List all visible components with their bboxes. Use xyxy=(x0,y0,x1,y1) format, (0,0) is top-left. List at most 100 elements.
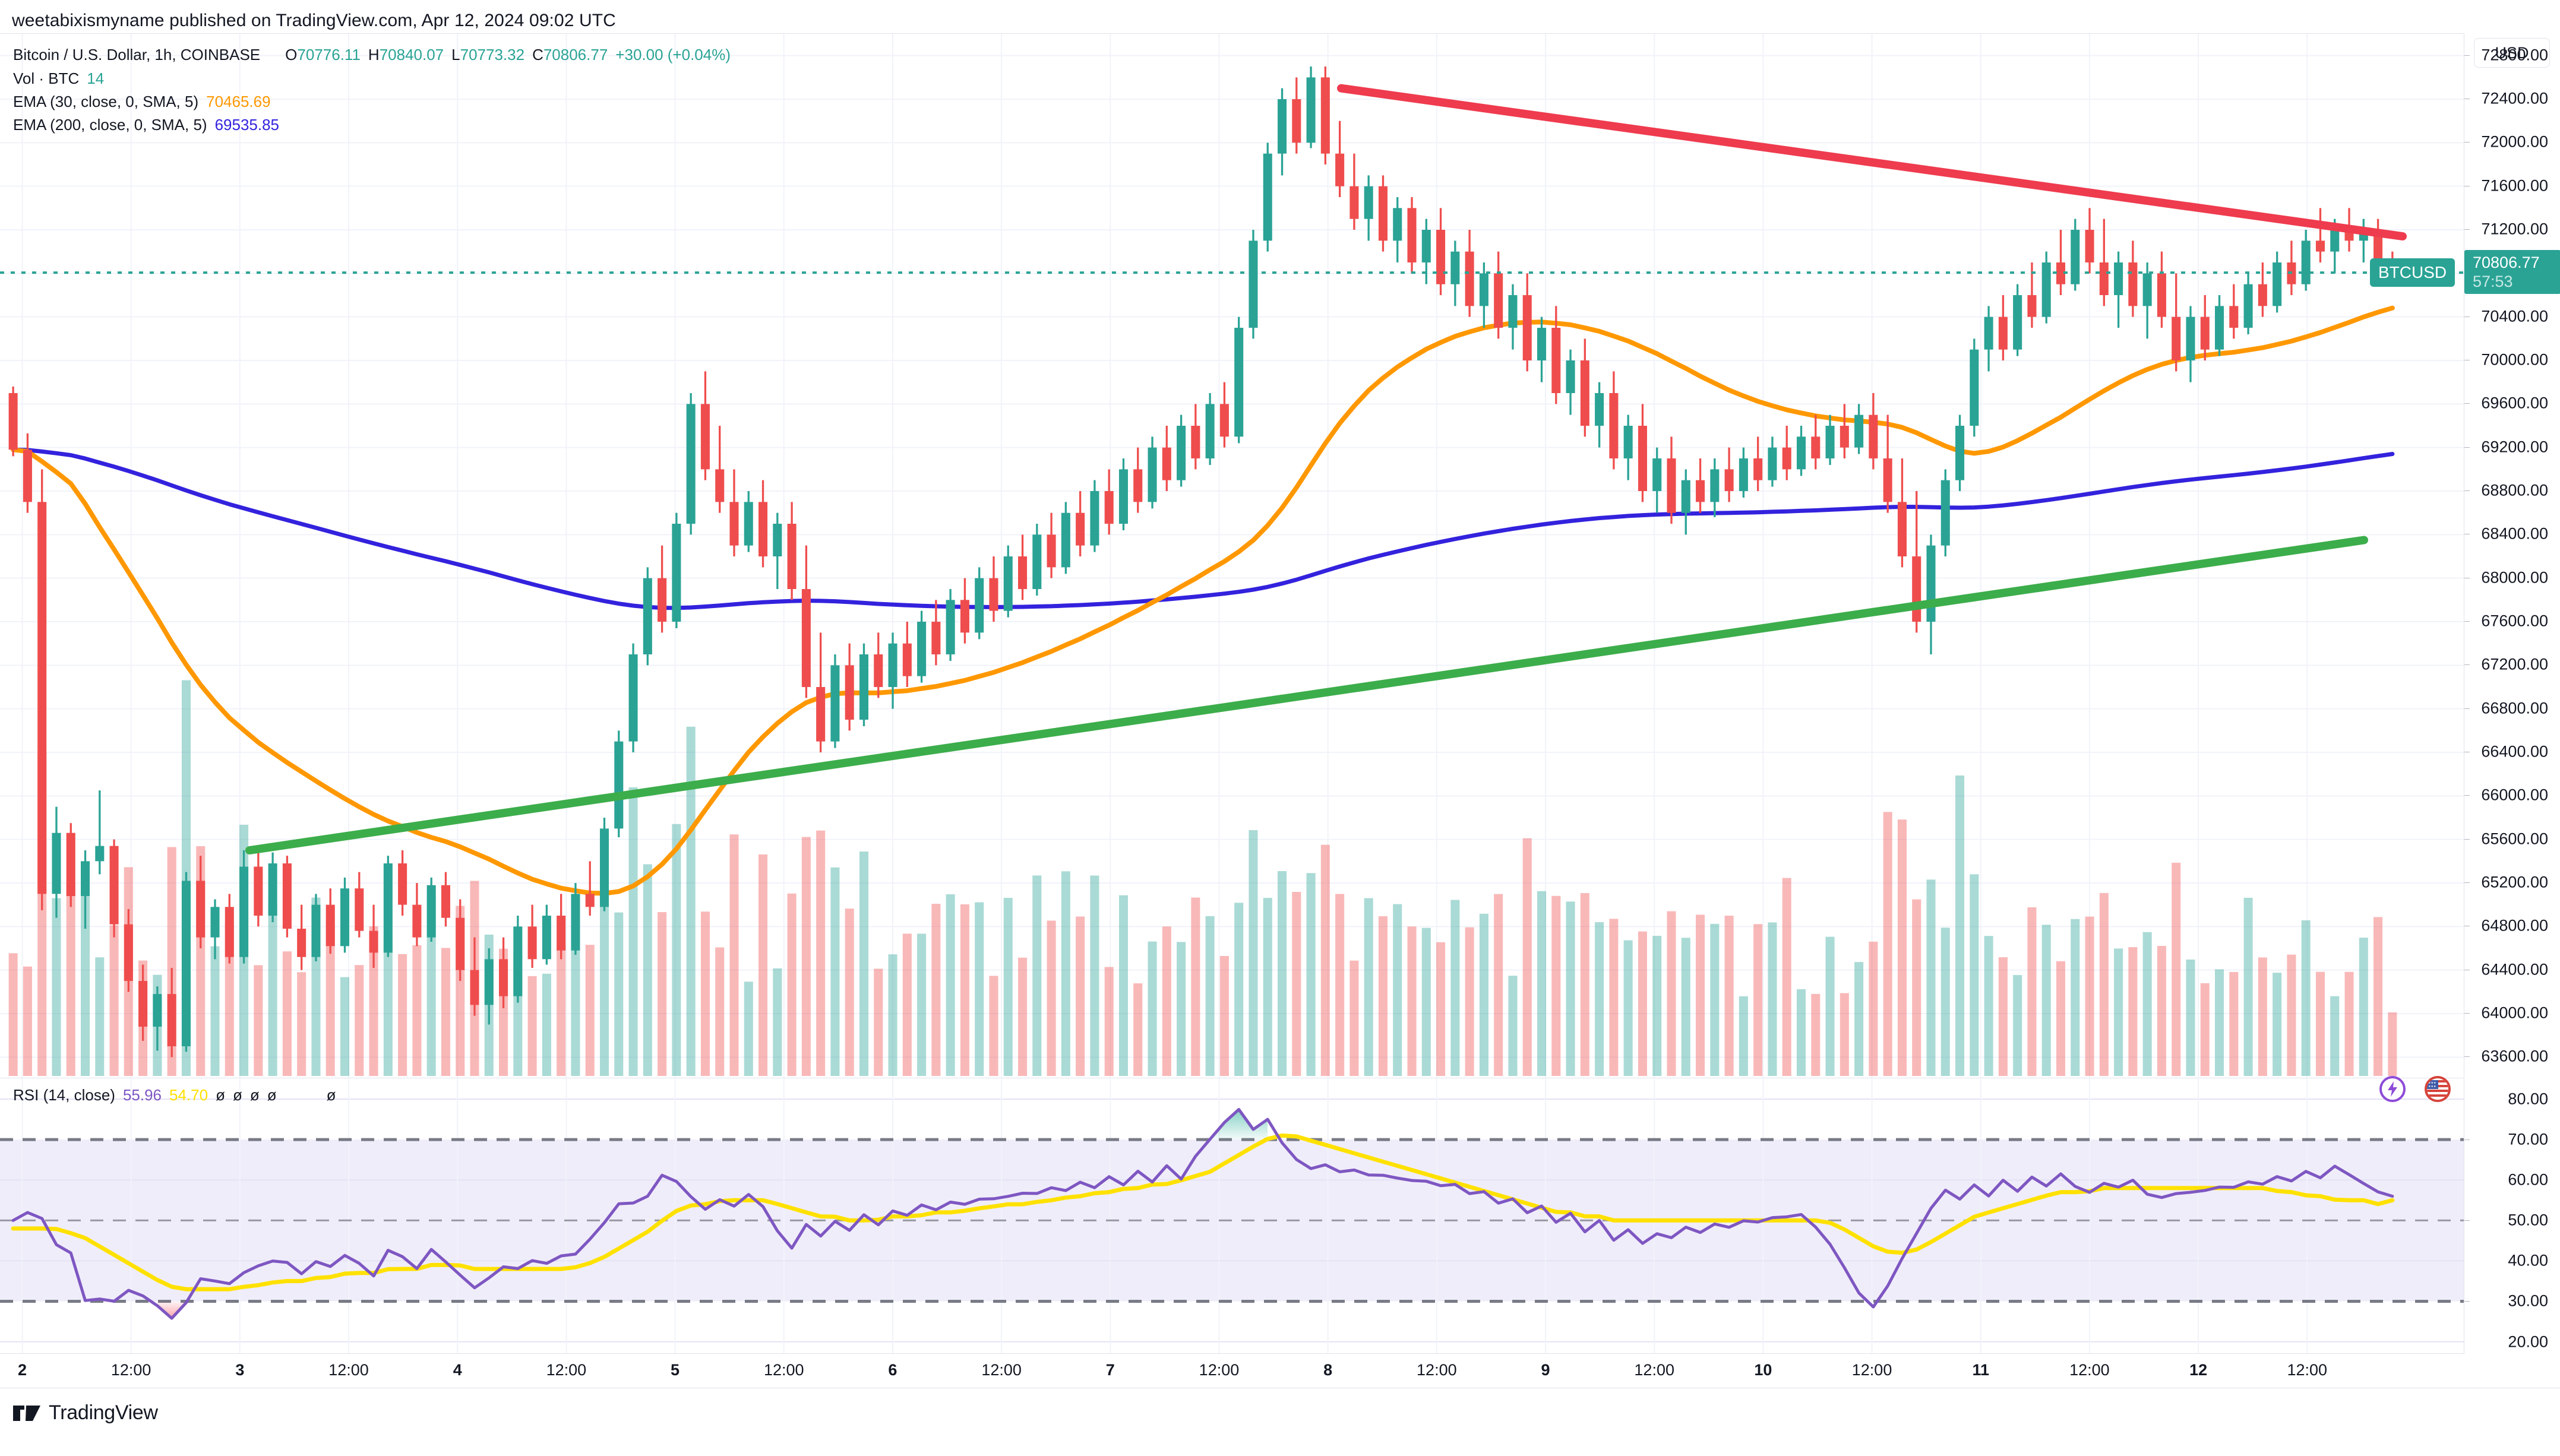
legend-open-value: 70776.11 xyxy=(297,46,361,64)
rsi-pane[interactable]: RSI (14, close) 55.96 54.70 ø ø ø ø ø xyxy=(0,1079,2464,1354)
time-axis-date-label: 4 xyxy=(453,1361,462,1379)
time-axis-date-label: 10 xyxy=(1754,1361,1772,1379)
legend-ema200-row: EMA (200, close, 0, SMA, 5) 69535.85 xyxy=(13,116,279,134)
currency-chip[interactable]: USD xyxy=(2474,38,2550,68)
tradingview-mark-icon xyxy=(13,1405,40,1421)
legend-volume-label: Vol · BTC xyxy=(13,69,80,87)
current-price-value: 70806.77 xyxy=(2473,254,2540,272)
time-axis-date-label: 6 xyxy=(888,1361,897,1379)
price-axis-tick xyxy=(2464,664,2470,666)
rsi-axis-label: 50.00 xyxy=(2508,1211,2548,1229)
legend-change-value: +30.00 (+0.04%) xyxy=(615,46,731,64)
time-axis-time-label: 12:00 xyxy=(328,1361,369,1379)
price-axis-label: 66000.00 xyxy=(2481,786,2548,804)
time-axis-date-label: 2 xyxy=(17,1361,27,1379)
price-axis-label: 72400.00 xyxy=(2481,89,2548,107)
legend-ema200-label: EMA (200, close, 0, SMA, 5) xyxy=(13,116,207,134)
time-axis-date-label: 7 xyxy=(1105,1361,1115,1379)
legend-rsi-label: RSI (14, close) xyxy=(13,1086,115,1104)
time-axis-time-label: 12:00 xyxy=(1851,1361,1892,1379)
price-axis-label: 64400.00 xyxy=(2481,960,2548,979)
time-axis-date-label: 11 xyxy=(1972,1361,1990,1379)
legend-low-label: L xyxy=(451,46,460,64)
time-axis-date-label: 12 xyxy=(2189,1361,2208,1379)
legend-rsi-na-1: ø xyxy=(216,1086,225,1104)
current-price-symbol-label: BTCUSD xyxy=(2378,263,2447,282)
price-axis-tick xyxy=(2464,621,2470,622)
rsi-chart-svg xyxy=(0,1079,2464,1353)
footer: TradingView xyxy=(0,1388,2560,1456)
time-axis-time-label: 12:00 xyxy=(1417,1361,1457,1379)
price-axis-tick xyxy=(2464,1013,2470,1014)
price-axis-label: 68000.00 xyxy=(2481,568,2548,587)
legend-volume-value: 14 xyxy=(87,69,105,87)
rsi-axis-label: 60.00 xyxy=(2508,1170,2548,1189)
price-axis-label: 72800.00 xyxy=(2481,46,2548,64)
legend-symbol-row: Bitcoin / U.S. Dollar, 1h, COINBASE O7077… xyxy=(13,46,731,64)
legend-open-label: O xyxy=(285,46,298,64)
lightning-bolt-icon[interactable] xyxy=(2379,1076,2406,1102)
time-axis-time-label: 12:00 xyxy=(1634,1361,1674,1379)
time-axis-date-label: 5 xyxy=(671,1361,680,1379)
price-axis-tick xyxy=(2464,447,2470,448)
price-pane[interactable]: Bitcoin / U.S. Dollar, 1h, COINBASE O7077… xyxy=(0,33,2464,1078)
time-axis-date-label: 9 xyxy=(1541,1361,1550,1379)
legend-symbol-title: Bitcoin / U.S. Dollar, 1h, COINBASE xyxy=(13,46,261,64)
price-axis-tick xyxy=(2464,1056,2470,1058)
time-axis-date-label: 8 xyxy=(1323,1361,1333,1379)
time-axis-time-label: 12:00 xyxy=(110,1361,151,1379)
legend-high-value: 70840.07 xyxy=(379,46,444,64)
price-axis-label: 70400.00 xyxy=(2481,307,2548,325)
price-axis-tick xyxy=(2464,229,2470,230)
price-axis-label: 63600.00 xyxy=(2481,1047,2548,1065)
publish-info: weetabixismyname published on TradingVie… xyxy=(12,11,616,30)
price-axis-label: 64800.00 xyxy=(2481,916,2548,935)
chart-frame: Bitcoin / U.S. Dollar, 1h, COINBASE O7077… xyxy=(0,33,2560,1424)
legend-high-label: H xyxy=(368,46,380,64)
price-axis-label: 68400.00 xyxy=(2481,524,2548,543)
time-axis-date-label: 3 xyxy=(235,1361,245,1379)
time-axis-time-label: 12:00 xyxy=(2287,1361,2328,1379)
legend-rsi-na-2: ø xyxy=(233,1086,242,1104)
price-axis-tick xyxy=(2464,142,2470,143)
svg-text:★★★: ★★★ xyxy=(2428,1085,2436,1088)
svg-text:★★★: ★★★ xyxy=(2428,1081,2436,1085)
rsi-axis-label: 80.00 xyxy=(2508,1090,2548,1108)
legend-ema200-value: 69535.85 xyxy=(214,116,280,134)
rsi-axis[interactable]: 80.00 70.00 60.00 50.00 40.00 30.00 20.00 xyxy=(2464,1079,2560,1354)
legend-rsi-value: 55.96 xyxy=(122,1086,162,1104)
price-axis-tick xyxy=(2464,316,2470,317)
rsi-axis-tick xyxy=(2464,1301,2470,1302)
rsi-axis-label: 20.00 xyxy=(2508,1332,2548,1351)
price-axis-label: 69200.00 xyxy=(2481,438,2548,456)
price-axis-tick xyxy=(2464,403,2470,404)
rsi-axis-label: 70.00 xyxy=(2508,1130,2548,1148)
rsi-axis-label: 40.00 xyxy=(2508,1251,2548,1270)
legend-ema30-value: 70465.69 xyxy=(206,93,271,110)
legend-low-value: 70773.32 xyxy=(460,46,525,64)
current-price-countdown: 57:53 xyxy=(2473,273,2513,291)
time-axis-time-label: 12:00 xyxy=(546,1361,587,1379)
us-flag-icon[interactable]: ★★★ ★★★ xyxy=(2425,1076,2451,1102)
current-price-symbol-chip: BTCUSD xyxy=(2370,258,2455,287)
legend-close-label: C xyxy=(532,46,543,64)
current-price-badge: 70806.77 57:53 xyxy=(2464,250,2560,295)
price-axis-label: 69600.00 xyxy=(2481,394,2548,412)
time-axis[interactable]: 2 12:00 3 12:00 4 12:00 5 12:00 6 12:00 7 12:00 8 12:… xyxy=(0,1354,2560,1388)
time-axis-time-label: 12:00 xyxy=(2069,1361,2110,1379)
price-axis-tick xyxy=(2464,708,2470,709)
price-axis-tick xyxy=(2464,55,2470,56)
price-axis-tick xyxy=(2464,882,2470,883)
legend-ema30-row: EMA (30, close, 0, SMA, 5) 70465.69 xyxy=(13,93,271,111)
price-axis-label: 68800.00 xyxy=(2481,481,2548,499)
price-axis-tick xyxy=(2464,490,2470,491)
tradingview-logo[interactable]: TradingView xyxy=(13,1401,158,1425)
price-axis-label: 72000.00 xyxy=(2481,132,2548,151)
tradingview-wordmark: TradingView xyxy=(49,1401,158,1424)
price-axis[interactable]: USD 72800.00 72400.00 72000.00 71600.00 7120… xyxy=(2464,33,2560,1078)
price-axis-tick xyxy=(2464,838,2470,840)
price-axis-label: 71600.00 xyxy=(2481,176,2548,195)
legend-rsi-na-3: ø xyxy=(249,1086,260,1104)
price-axis-label: 66800.00 xyxy=(2481,699,2548,717)
legend-rsi-row: RSI (14, close) 55.96 54.70 ø ø ø ø ø xyxy=(13,1086,336,1104)
